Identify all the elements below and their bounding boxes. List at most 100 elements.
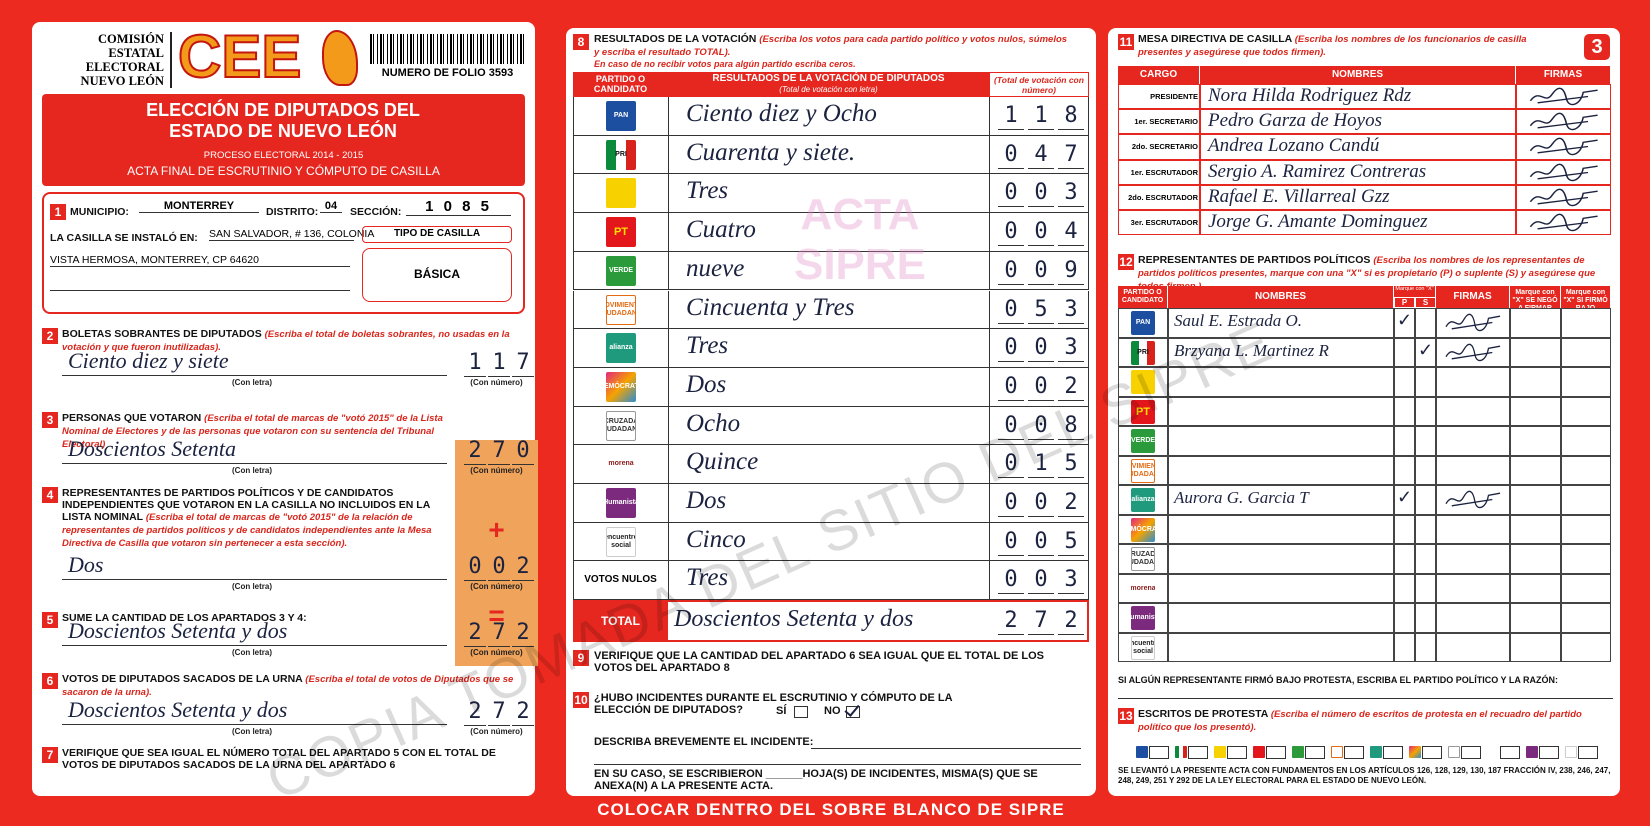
total-letter: Doscientos Setenta y dos: [674, 606, 914, 633]
votes-digit: 1: [998, 103, 1024, 130]
underline: [62, 463, 447, 464]
rep-cell: [1168, 337, 1394, 367]
rep-cell: [1436, 308, 1510, 338]
result-row: [573, 367, 1089, 407]
rep-cell: [1168, 603, 1394, 633]
writ-logo: [1526, 746, 1538, 758]
signature-stroke: [1529, 112, 1598, 131]
rep-cell: [1510, 455, 1561, 485]
incident-question: ¿HUBO INCIDENTES DURANTE EL ESCRUTINIO Y…: [594, 692, 953, 716]
rep-cell: [1415, 485, 1436, 515]
section-instruction: (Escriba el total de marcas de "votó 201…: [62, 413, 443, 450]
rep-cell: [1436, 632, 1510, 662]
results-note: En caso de no recibir votos para algún p…: [594, 59, 856, 69]
votes-digit: 5: [1058, 529, 1084, 556]
amount-letter: Doscientos Setenta: [68, 436, 237, 461]
party-logo: encuentro social: [606, 526, 636, 557]
rep-cell: [1561, 544, 1611, 574]
votes-digit: 0: [998, 529, 1024, 556]
cell-divider: [989, 484, 990, 523]
section-number: 8: [573, 34, 589, 50]
votes-digit: 0: [998, 142, 1024, 169]
writ-box: [1188, 746, 1208, 759]
rep-cell: [1394, 603, 1415, 633]
cell-divider: [668, 445, 669, 484]
board-name: Rafael E. Villarreal Gzz: [1208, 185, 1390, 207]
board-cell: [1118, 109, 1200, 135]
signature-stroke: [1529, 87, 1598, 106]
section-number: 3: [42, 412, 58, 428]
votes-digit: 0: [1028, 374, 1054, 401]
board-cell: [1200, 84, 1516, 110]
section-heading: REPRESENTANTES DE PARTIDOS POLÍTICOS Y D…: [62, 487, 452, 550]
location-line-1: SAN SALVADOR, # 136, COLONIA: [209, 228, 375, 241]
board-role: 2do. SECRETARIO: [1131, 142, 1198, 152]
rep-header: NOMBRES: [1168, 286, 1394, 308]
municipio-label: MUNICIPIO:: [70, 206, 129, 218]
cell-divider: [989, 561, 990, 601]
party-logo: encuentro social: [1131, 635, 1155, 660]
section-title: REPRESENTANTES DE PARTIDOS POLÍTICOS Y D…: [62, 487, 430, 523]
result-row: [573, 135, 1089, 175]
signature-stroke: [1445, 490, 1501, 509]
board-header: NOMBRES: [1200, 66, 1516, 84]
left-panel: COMISIÓN ESTATAL ELECTORAL NUEVO LEÓN CEE…: [32, 22, 538, 796]
board-name: Jorge G. Amante Dominguez: [1208, 211, 1428, 232]
rep-cell: [1436, 396, 1510, 426]
underline: [62, 724, 447, 725]
section-number: 9: [573, 650, 589, 666]
party-logo: morena: [606, 449, 636, 480]
signature: [1529, 87, 1598, 106]
signature-stroke: [1529, 188, 1598, 207]
writ-box: [1500, 746, 1520, 759]
cell-divider: [989, 367, 990, 407]
board-role: 1er. SECRETARIO: [1134, 117, 1198, 127]
section-title: REPRESENTANTES DE PARTIDOS POLÍTICOS: [1138, 254, 1371, 266]
header-results-note: (Total de votación con letra): [779, 85, 878, 94]
writ-logo: [1331, 746, 1343, 758]
rep-cell: [1118, 632, 1168, 662]
distrito-label: DISTRITO:: [266, 206, 319, 218]
rep-cell: [1510, 367, 1561, 397]
total-digit: 2: [998, 608, 1024, 636]
party-logo: VERDE: [1131, 429, 1155, 453]
votes-digit: 0: [1028, 413, 1054, 440]
rep-cell: [1510, 544, 1561, 574]
rep-header-s: S: [1415, 297, 1436, 308]
divider: [170, 32, 172, 88]
votes-digit: 0: [998, 180, 1024, 208]
cell-divider: [989, 135, 990, 175]
rep-cell: [1118, 426, 1168, 456]
section-title: BOLETAS SOBRANTES DE DIPUTADOS: [62, 328, 262, 340]
party-logo: PT: [606, 217, 636, 248]
votes-letter: Tres: [686, 177, 729, 205]
rep-cell: [1118, 455, 1168, 485]
middle-panel: 8 RESULTADOS DE LA VOTACIÓN (Escriba los …: [566, 28, 1096, 796]
votes-digit: 7: [1058, 142, 1084, 169]
votes-digit: 0: [1028, 567, 1054, 595]
sum-column: [455, 440, 538, 666]
rep-cell: [1118, 544, 1168, 574]
total-digit: 2: [1058, 608, 1084, 636]
caption-letter: (Con letra): [232, 466, 272, 475]
board-cell: [1118, 184, 1200, 210]
signature: [1445, 343, 1501, 361]
tipo-label: TIPO DE CASILLA: [362, 226, 512, 243]
rep-cell: [1561, 632, 1611, 662]
section-heading: SUME LA CANTIDAD DE LOS APARTADOS 3 Y 4:: [62, 612, 452, 624]
operator-sign: =: [488, 600, 505, 631]
section-instruction: (Escriba los votos para cada partido pol…: [594, 34, 1068, 58]
amount-letter: Ciento diez y siete: [68, 348, 229, 373]
rep-cell: [1415, 455, 1436, 485]
section-number: 12: [1118, 254, 1134, 270]
votes-letter: Tres: [686, 332, 729, 360]
votes-digit: 0: [998, 413, 1024, 440]
signature-stroke: [1529, 163, 1598, 181]
votes-digit: 0: [998, 374, 1024, 401]
party-logo: [606, 178, 636, 209]
rep-header: Marque con "X" SI FIRMÓ BAJO PROTESTA: [1561, 286, 1611, 320]
cell-divider: [668, 251, 669, 291]
board-name: Nora Hilda Rodriguez Rdz: [1208, 85, 1412, 106]
rep-owner-mark: ✓: [1396, 310, 1413, 330]
cell-divider: [989, 406, 990, 446]
